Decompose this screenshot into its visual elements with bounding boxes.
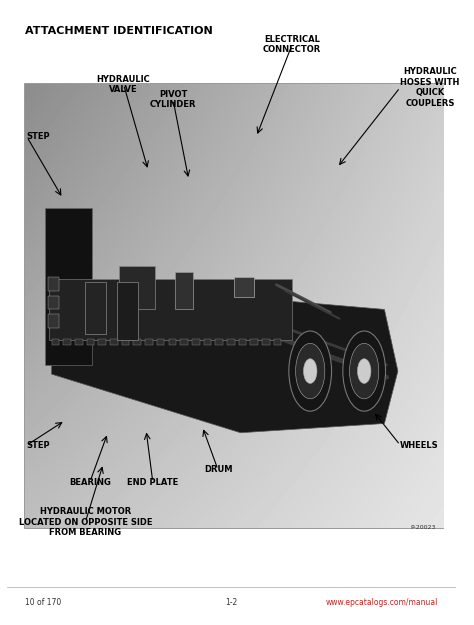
Text: 10 of 170: 10 of 170: [25, 598, 61, 607]
Text: HYDRAULIC
HOSES WITH
QUICK
COUPLERS: HYDRAULIC HOSES WITH QUICK COUPLERS: [400, 68, 459, 108]
Bar: [48, 314, 59, 328]
Bar: [87, 339, 94, 345]
Text: WHEELS: WHEELS: [400, 441, 439, 449]
Bar: [64, 339, 71, 345]
Bar: [204, 339, 211, 345]
Bar: [25, 84, 443, 528]
Bar: [117, 282, 138, 340]
Bar: [119, 266, 155, 309]
Text: www.epcatalogs.com/manual: www.epcatalogs.com/manual: [326, 598, 438, 607]
Bar: [145, 339, 153, 345]
Bar: [75, 339, 82, 345]
Text: STEP: STEP: [27, 441, 51, 449]
Bar: [85, 282, 106, 334]
Bar: [157, 339, 164, 345]
Text: PIVOT
CYLINDER: PIVOT CYLINDER: [150, 90, 196, 109]
Text: END PLATE: END PLATE: [127, 478, 178, 487]
Bar: [215, 339, 223, 345]
Text: ELECTRICAL
CONNECTOR: ELECTRICAL CONNECTOR: [263, 34, 321, 54]
Bar: [227, 339, 235, 345]
Bar: [134, 339, 141, 345]
Bar: [239, 339, 246, 345]
Ellipse shape: [289, 331, 332, 411]
Text: ATTACHMENT IDENTIFICATION: ATTACHMENT IDENTIFICATION: [25, 26, 212, 36]
Bar: [175, 272, 193, 309]
Text: STEP: STEP: [27, 132, 51, 141]
Text: P-20023: P-20023: [410, 524, 436, 529]
Ellipse shape: [303, 359, 317, 383]
Text: 1-2: 1-2: [225, 598, 237, 607]
Bar: [250, 339, 258, 345]
Bar: [234, 278, 254, 297]
Ellipse shape: [343, 331, 385, 411]
Ellipse shape: [349, 343, 379, 399]
Ellipse shape: [296, 343, 325, 399]
Bar: [122, 339, 129, 345]
Bar: [49, 279, 292, 340]
Bar: [192, 339, 200, 345]
Bar: [99, 339, 106, 345]
Ellipse shape: [357, 359, 371, 383]
Text: HYDRAULIC
VALVE: HYDRAULIC VALVE: [97, 74, 150, 94]
Bar: [274, 339, 282, 345]
Text: HYDRAULIC MOTOR
LOCATED ON OPPOSITE SIDE
FROM BEARING: HYDRAULIC MOTOR LOCATED ON OPPOSITE SIDE…: [18, 508, 152, 537]
Bar: [45, 208, 92, 365]
Bar: [48, 278, 59, 291]
Polygon shape: [52, 276, 398, 432]
Bar: [110, 339, 118, 345]
Bar: [48, 296, 59, 309]
Bar: [169, 339, 176, 345]
Bar: [180, 339, 188, 345]
Text: DRUM: DRUM: [204, 465, 232, 474]
Bar: [52, 339, 59, 345]
Bar: [262, 339, 270, 345]
Text: BEARING: BEARING: [69, 478, 111, 487]
